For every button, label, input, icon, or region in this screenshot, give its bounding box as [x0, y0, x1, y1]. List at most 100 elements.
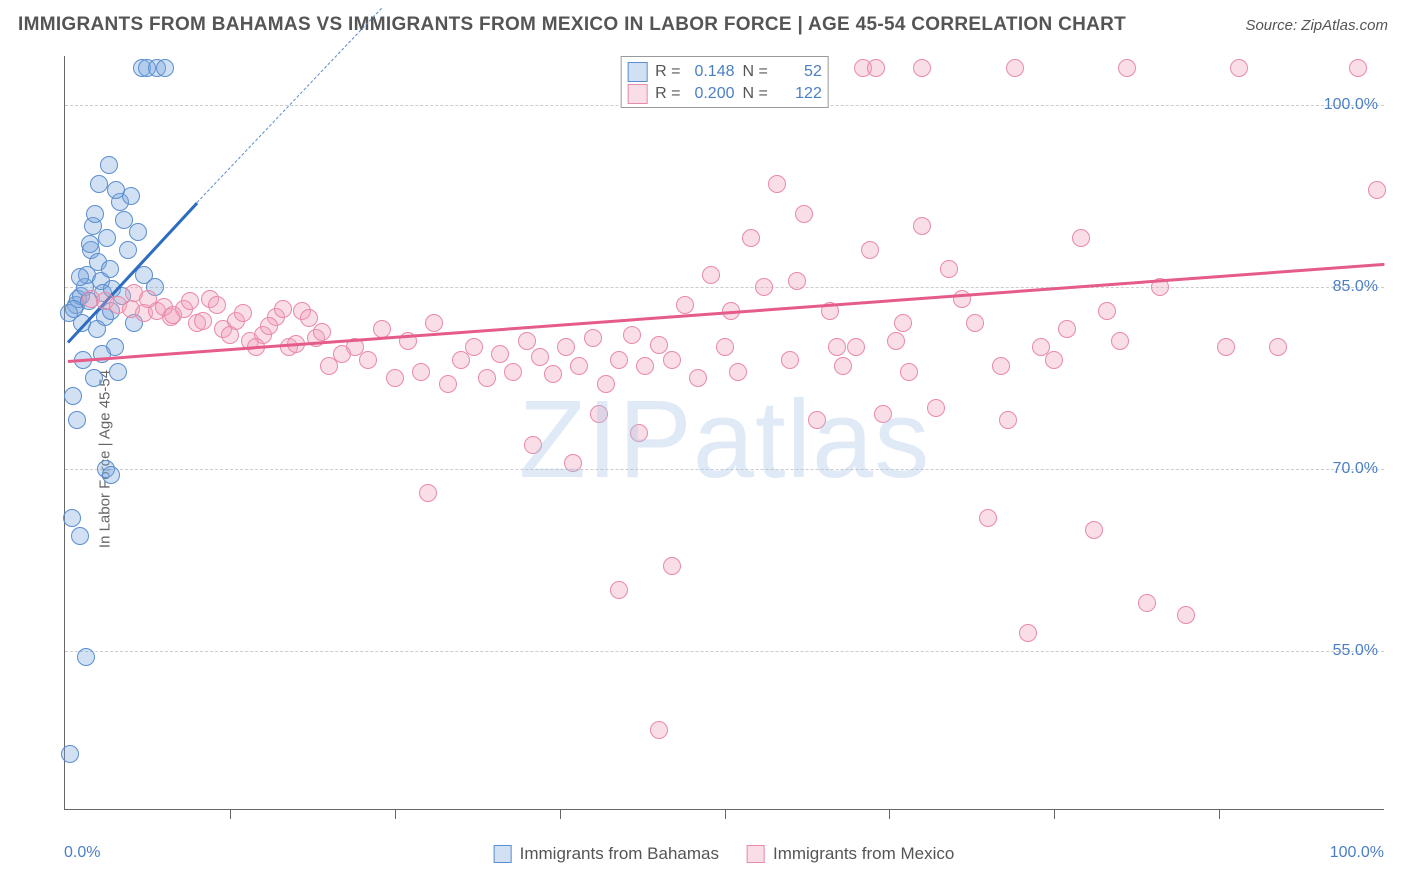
stats-n-label: N =	[743, 85, 768, 103]
data-point	[676, 296, 694, 314]
data-point	[98, 229, 116, 247]
watermark: ZIPatlas	[519, 375, 930, 502]
stats-legend-row: R =0.148N =52	[627, 61, 822, 83]
data-point	[564, 454, 582, 472]
data-point	[544, 365, 562, 383]
data-point	[1269, 338, 1287, 356]
data-point	[795, 205, 813, 223]
data-point	[940, 260, 958, 278]
data-point	[999, 411, 1017, 429]
data-point	[663, 351, 681, 369]
data-point	[85, 369, 103, 387]
data-point	[755, 278, 773, 296]
data-point	[1098, 302, 1116, 320]
data-point	[900, 363, 918, 381]
data-point	[71, 527, 89, 545]
data-point	[768, 175, 786, 193]
data-point	[101, 260, 119, 278]
y-tick-label: 70.0%	[1333, 460, 1378, 478]
chart-title: IMMIGRANTS FROM BAHAMAS VS IMMIGRANTS FR…	[18, 14, 1126, 36]
bottom-legend: Immigrants from Bahamas Immigrants from M…	[494, 844, 955, 864]
y-tick-label: 85.0%	[1333, 278, 1378, 296]
data-point	[584, 329, 602, 347]
data-point	[90, 175, 108, 193]
data-point	[81, 235, 99, 253]
gridline-h	[65, 469, 1384, 470]
data-point	[504, 363, 522, 381]
data-point	[491, 345, 509, 363]
data-point	[359, 351, 377, 369]
data-point	[531, 348, 549, 366]
data-point	[716, 338, 734, 356]
data-point	[63, 509, 81, 527]
data-point	[208, 296, 226, 314]
data-point	[164, 306, 182, 324]
stats-r-label: R =	[655, 63, 680, 81]
data-point	[102, 466, 120, 484]
data-point	[71, 268, 89, 286]
data-point	[129, 223, 147, 241]
data-point	[1006, 59, 1024, 77]
stats-n-label: N =	[743, 63, 768, 81]
data-point	[1118, 59, 1136, 77]
legend-item: Immigrants from Mexico	[747, 844, 954, 864]
data-point	[1217, 338, 1235, 356]
data-point	[913, 217, 931, 235]
data-point	[1085, 521, 1103, 539]
data-point	[1368, 181, 1386, 199]
data-point	[663, 557, 681, 575]
data-point	[650, 721, 668, 739]
data-point	[386, 369, 404, 387]
data-point	[419, 484, 437, 502]
data-point	[478, 369, 496, 387]
data-point	[1058, 320, 1076, 338]
data-point	[1111, 332, 1129, 350]
data-point	[742, 229, 760, 247]
data-point	[623, 326, 641, 344]
data-point	[260, 317, 278, 335]
data-point	[86, 205, 104, 223]
data-point	[88, 320, 106, 338]
data-point	[1045, 351, 1063, 369]
data-point	[927, 399, 945, 417]
data-point	[156, 59, 174, 77]
data-point	[702, 266, 720, 284]
data-point	[221, 326, 239, 344]
data-point	[1138, 594, 1156, 612]
data-point	[689, 369, 707, 387]
header-row: IMMIGRANTS FROM BAHAMAS VS IMMIGRANTS FR…	[18, 14, 1388, 36]
data-point	[64, 387, 82, 405]
data-point	[729, 363, 747, 381]
data-point	[828, 338, 846, 356]
data-point	[610, 581, 628, 599]
source-label: Source: ZipAtlas.com	[1245, 17, 1388, 34]
gridline-h	[65, 651, 1384, 652]
data-point	[109, 363, 127, 381]
data-point	[181, 292, 199, 310]
data-point	[867, 59, 885, 77]
data-point	[1177, 606, 1195, 624]
legend-swatch	[494, 845, 512, 863]
data-point	[61, 745, 79, 763]
data-point	[194, 312, 212, 330]
data-point	[834, 357, 852, 375]
data-point	[234, 304, 252, 322]
data-point	[77, 648, 95, 666]
y-tick-label: 55.0%	[1333, 642, 1378, 660]
stats-legend: R =0.148N =52R =0.200N =122	[620, 56, 829, 108]
data-point	[992, 357, 1010, 375]
stats-n-value: 122	[776, 85, 822, 103]
data-point	[425, 314, 443, 332]
legend-swatch	[627, 62, 647, 82]
x-axis-max-label: 100.0%	[1330, 844, 1384, 862]
data-point	[894, 314, 912, 332]
data-point	[313, 323, 331, 341]
data-point	[412, 363, 430, 381]
data-point	[65, 300, 83, 318]
data-point	[630, 424, 648, 442]
data-point	[887, 332, 905, 350]
legend-label: Immigrants from Bahamas	[520, 844, 719, 864]
data-point	[590, 405, 608, 423]
data-point	[874, 405, 892, 423]
data-point	[68, 411, 86, 429]
